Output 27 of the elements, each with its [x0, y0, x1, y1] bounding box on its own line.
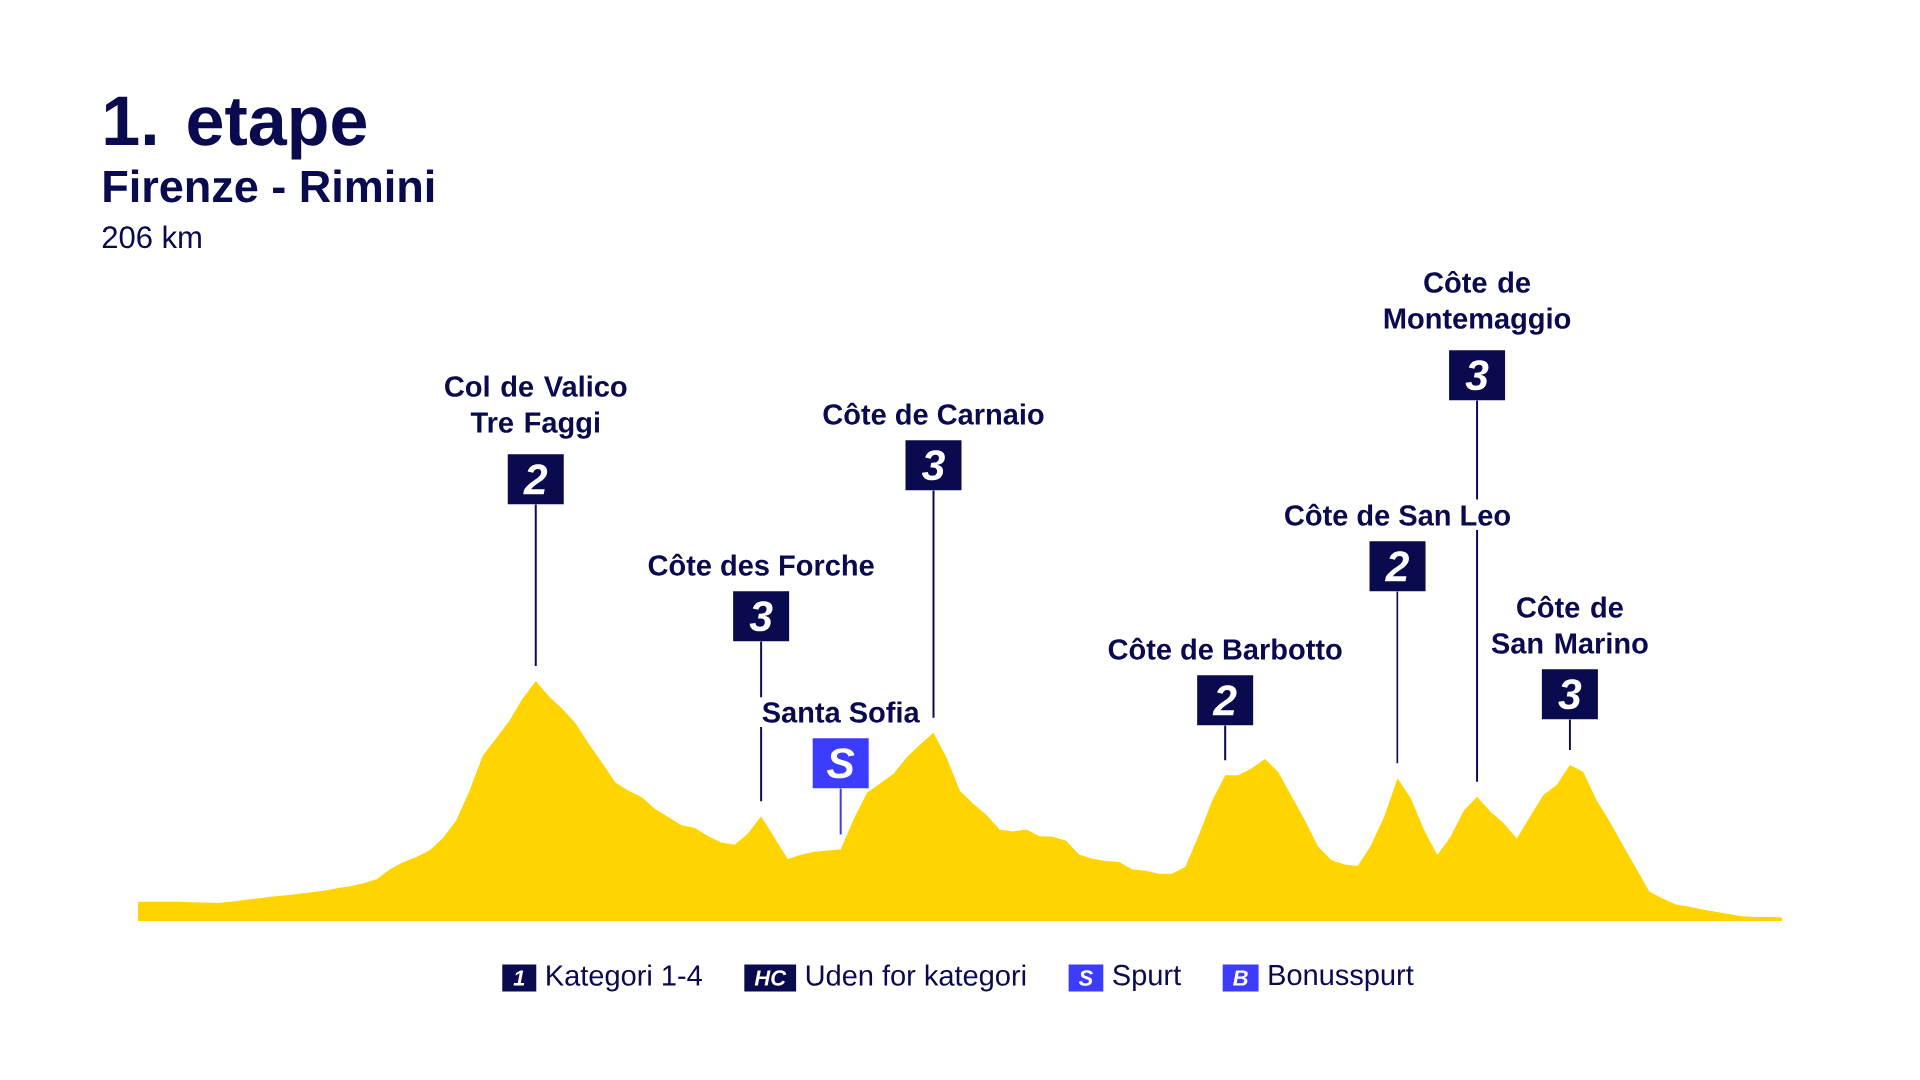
text: 2 [523, 464, 548, 495]
text: Côte de San Marino [1491, 595, 1648, 654]
text: Kategori 1-4 [547, 964, 702, 992]
text: S [1078, 970, 1094, 986]
annotation: 3 [1558, 679, 1582, 710]
text: B [1233, 970, 1248, 986]
text: Côte de San Leo [1285, 503, 1510, 526]
text: 3 [749, 601, 773, 632]
text: Bonusspurt [1269, 965, 1414, 991]
text: Col de Valico Tre Faggi [445, 375, 627, 439]
text: 3 [1465, 360, 1489, 391]
text: Côte de Barbotto [1108, 637, 1342, 660]
annotation: 2 [1212, 685, 1237, 716]
text: HC [754, 970, 787, 986]
text: 3 [921, 450, 945, 481]
text: Côte des Forche [648, 553, 874, 576]
chart-title: 1. etape [105, 96, 367, 160]
text: Côte de Montemaggio [1384, 270, 1571, 335]
text: Spurt [1113, 964, 1181, 992]
text: 206 km [102, 225, 201, 249]
text: Côte de Carnaio [823, 402, 1044, 425]
text: 2 [1385, 551, 1409, 582]
chart-subtitle: Firenze - Rimini [104, 169, 434, 203]
text: Uden for kategori [806, 964, 1026, 992]
annotation: S [826, 748, 855, 779]
text: 1 [513, 970, 525, 986]
annotation: Santa Sofia [762, 701, 920, 723]
